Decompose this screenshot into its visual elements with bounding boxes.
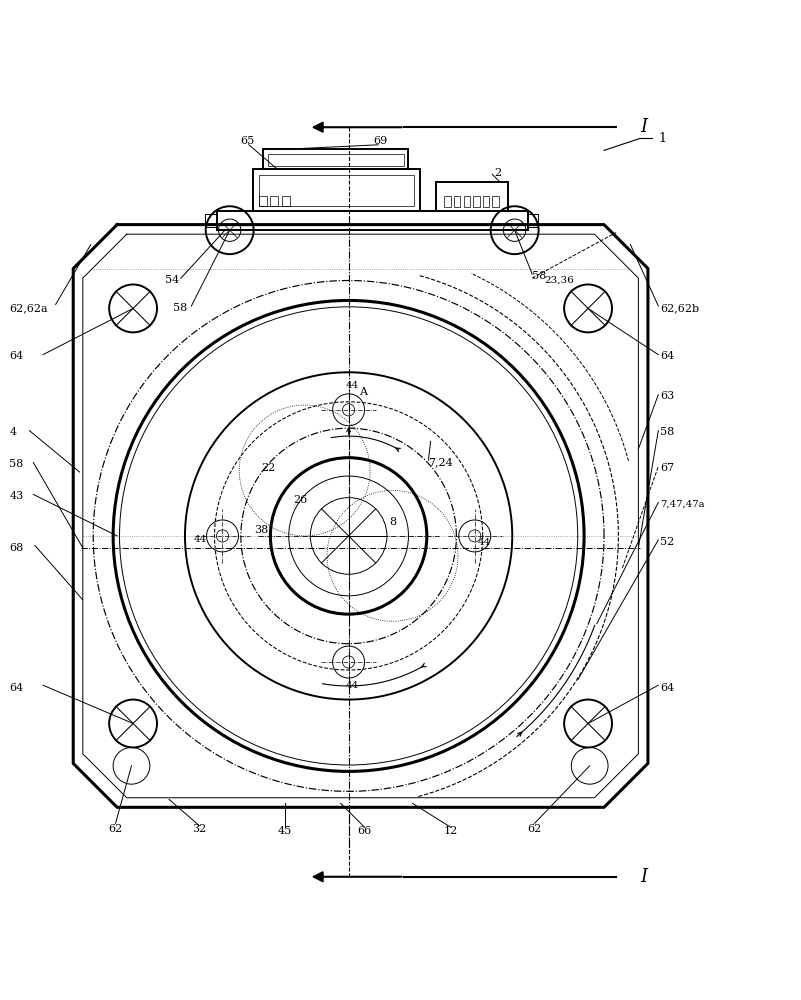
- Bar: [528, 214, 537, 227]
- Text: 7,24: 7,24: [429, 457, 453, 467]
- Bar: [253, 169, 421, 211]
- Text: 65: 65: [240, 136, 255, 146]
- Text: 58: 58: [10, 459, 23, 469]
- Bar: [268, 154, 404, 166]
- Text: 68: 68: [10, 543, 23, 553]
- Text: 54: 54: [165, 275, 179, 285]
- Bar: [437, 182, 509, 211]
- Text: 38: 38: [254, 525, 268, 535]
- Text: 1: 1: [658, 132, 666, 145]
- Text: 62: 62: [108, 824, 123, 834]
- Text: 26: 26: [294, 495, 308, 505]
- Text: 64: 64: [660, 351, 674, 361]
- Bar: [260, 175, 414, 206]
- Bar: [464, 196, 470, 207]
- Text: 43: 43: [10, 491, 23, 501]
- Text: 23,36: 23,36: [544, 276, 574, 285]
- Text: I: I: [640, 118, 647, 136]
- Text: 62: 62: [528, 824, 541, 834]
- Text: 45: 45: [278, 826, 292, 836]
- Text: 62,62a: 62,62a: [10, 303, 48, 313]
- Bar: [271, 196, 279, 206]
- Text: 63: 63: [660, 391, 674, 401]
- Bar: [264, 149, 409, 169]
- Text: 22: 22: [262, 463, 276, 473]
- Bar: [483, 196, 489, 207]
- Text: 67: 67: [660, 463, 674, 473]
- Text: 64: 64: [10, 351, 23, 361]
- Text: 58: 58: [660, 427, 674, 437]
- Text: I: I: [640, 868, 647, 886]
- Text: 64: 64: [660, 683, 674, 693]
- Text: 58: 58: [532, 271, 546, 281]
- Text: 69: 69: [373, 136, 388, 146]
- Bar: [445, 196, 451, 207]
- Text: 2: 2: [495, 168, 501, 178]
- Text: 44: 44: [346, 381, 359, 390]
- Bar: [260, 196, 268, 206]
- Text: 66: 66: [357, 826, 372, 836]
- Text: 44: 44: [194, 535, 207, 544]
- Text: 58: 58: [173, 303, 187, 313]
- Text: 4: 4: [10, 427, 17, 437]
- Text: 8: 8: [389, 517, 396, 527]
- Bar: [454, 196, 461, 207]
- Text: 44: 44: [477, 538, 491, 547]
- Text: 32: 32: [192, 824, 207, 834]
- Text: 44: 44: [346, 681, 359, 690]
- Bar: [217, 211, 528, 230]
- Text: 64: 64: [10, 683, 23, 693]
- Text: 62,62b: 62,62b: [660, 303, 699, 313]
- Text: 12: 12: [444, 826, 458, 836]
- Bar: [473, 196, 480, 207]
- Bar: [205, 214, 217, 227]
- Bar: [493, 196, 499, 207]
- Text: 7,47,47a: 7,47,47a: [660, 499, 705, 508]
- Text: A: A: [359, 387, 367, 397]
- Bar: [282, 196, 289, 206]
- Text: 52: 52: [660, 537, 674, 547]
